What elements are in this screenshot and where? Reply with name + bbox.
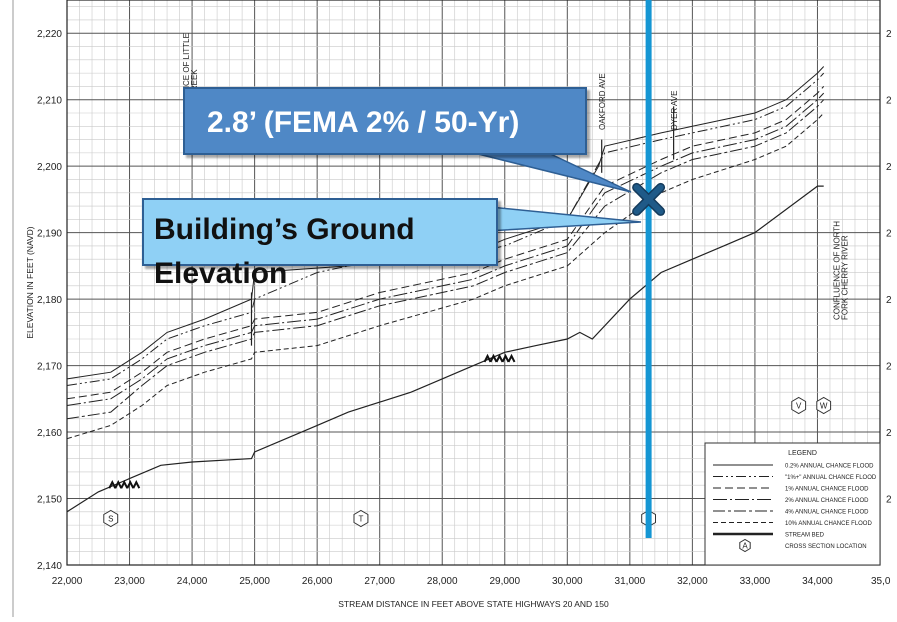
right-edge-label: 2	[886, 295, 892, 306]
legend-box	[704, 442, 881, 566]
right-edge-label: 2	[886, 362, 892, 373]
grid	[66, 0, 881, 566]
cross-section-hexagon	[791, 396, 807, 415]
x-tick-label: 26,000	[302, 576, 333, 587]
cross-section-marker: S	[103, 509, 119, 528]
legend-label: "1%+" ANNUAL CHANCE FLOOD	[785, 475, 877, 481]
cross-section-letter: A	[742, 542, 748, 551]
y-tick-label: 2,180	[37, 295, 62, 306]
legend-label: 0.2% ANNUAL CHANCE FLOOD	[785, 464, 874, 470]
right-edge-label: 2	[886, 229, 892, 240]
y-tick-label: 2,160	[37, 428, 62, 439]
location-label-text: DYER AVE	[670, 91, 679, 130]
y-tick-label: 2,200	[37, 162, 62, 173]
cross-section-hexagon	[816, 396, 832, 415]
location-label-text: OAKFORD AVE	[598, 73, 607, 130]
right-edge-label: 2	[886, 29, 892, 40]
cross-section-marker: T	[353, 509, 369, 528]
right-edge-label: 2	[886, 428, 892, 439]
location-label-text: FORK CHERRY RIVER	[840, 235, 849, 320]
location-label: OAKFORD AVE	[598, 73, 607, 130]
cross-section-marker: V	[791, 396, 807, 415]
x-tick-label: 33,000	[740, 576, 771, 587]
x-tick-label: 27,000	[364, 576, 395, 587]
x-tick-label: 31,000	[615, 576, 646, 587]
y-tick-label: 2,170	[37, 362, 62, 373]
y-axis-label: ELEVATION IN FEET (NAVD)	[25, 226, 35, 338]
cross-section-letter: T	[358, 514, 363, 523]
building-marker-icon	[632, 182, 666, 216]
x-tick-label: 22,000	[52, 576, 83, 587]
cross-section-marker: W	[816, 396, 832, 415]
cross-section-letter: V	[796, 401, 802, 410]
axes-group: 22,000 23,000 24,000 25,000 26,000 27,000 28,0…	[25, 29, 892, 609]
y-tick-label: 2,190	[37, 229, 62, 240]
right-edge-label: 2	[886, 162, 892, 173]
overlay-group	[461, 0, 666, 538]
stream-bed-marker	[483, 353, 516, 363]
stream-bed-hatch	[483, 353, 516, 363]
location-label-text: CONFLUENCE OF NORTH	[832, 221, 841, 320]
series-line-6	[66, 185, 824, 513]
cross-section-letter: W	[820, 401, 828, 410]
x-tick-label: 23,000	[114, 576, 145, 587]
right-edge-label: 2	[886, 96, 892, 107]
cross-section-hexagon	[739, 538, 751, 553]
cross-section-hexagon	[353, 509, 369, 528]
x-tick-label: 29,000	[489, 576, 520, 587]
building-elevation-line2: Elevation	[154, 257, 288, 290]
legend-label: CROSS SECTION LOCATION	[785, 544, 867, 550]
series-line-5	[66, 112, 825, 440]
cross-section-letter: S	[108, 514, 113, 523]
legend: LEGEND 0.2% ANNUAL CHANCE FLOOD "1%+" ANNU…	[704, 442, 881, 566]
legend-cross-section-symbol: A	[739, 538, 751, 553]
x-tick-label: 28,000	[427, 576, 458, 587]
legend-label: 4% ANNUAL CHANCE FLOOD	[785, 510, 869, 516]
legend-label: 2% ANNUAL CHANCE FLOOD	[785, 498, 869, 504]
x-tick-label: 25,000	[239, 576, 270, 587]
legend-title: LEGEND	[788, 450, 817, 457]
location-label: CONFLUENCE OF NORTH FORK CHERRY RIVER	[832, 221, 849, 320]
location-label-text: CONFLUENCE OF LITTLE	[182, 33, 191, 130]
x-tick-label: 35,0	[871, 576, 891, 587]
series-line-3	[66, 92, 825, 406]
legend-label: 1% ANNUAL CHANCE FLOOD	[785, 487, 869, 493]
y-tick-label: 2,220	[37, 29, 62, 40]
building-elevation-callout: Building’s Ground Elevation	[142, 198, 498, 290]
building-marker-fill	[633, 184, 664, 215]
stream-bed-hatch	[108, 479, 141, 489]
plot-border	[66, 0, 881, 566]
series-line-4	[66, 99, 825, 420]
y-tick-label: 2,150	[37, 495, 62, 506]
x-tick-label: 24,000	[177, 576, 208, 587]
legend-label: 10% ANNUAL CHANCE FLOOD	[785, 521, 872, 527]
right-edge-label: 2	[886, 495, 892, 506]
flood-depth-text: 2.8’ (FEMA 2% / 50-Yr)	[207, 106, 520, 139]
plot-frame	[12, 0, 881, 617]
stream-bed-marker	[108, 479, 141, 489]
cross-section-hexagon	[103, 509, 119, 528]
y-tick-label: 2,140	[37, 561, 62, 572]
series-line-2	[66, 86, 825, 400]
y-tick-label: 2,210	[37, 96, 62, 107]
building-elevation-line1: Building’s Ground	[154, 213, 415, 246]
flood-depth-callout: 2.8’ (FEMA 2% / 50-Yr)	[183, 87, 587, 155]
x-tick-label: 34,000	[802, 576, 833, 587]
x-axis-label: STREAM DISTANCE IN FEET ABOVE STATE HIGH…	[338, 599, 609, 609]
x-tick-label: 30,000	[552, 576, 583, 587]
location-label: DYER AVE	[670, 91, 679, 130]
legend-label: STREAM BED	[785, 533, 825, 539]
x-tick-label: 32,000	[677, 576, 708, 587]
